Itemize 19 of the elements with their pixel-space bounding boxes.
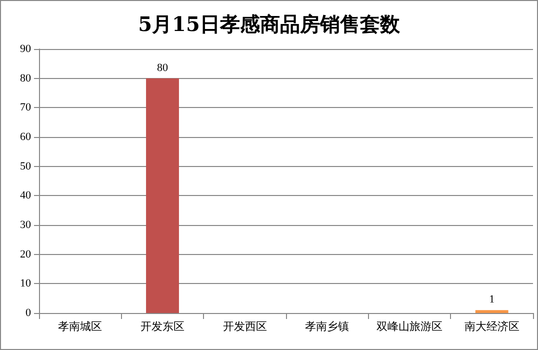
y-tick-label: 70 [20,102,32,114]
data-label: 80 [157,62,168,74]
chart-title: 5月15日孝感商品房销售套数 [138,12,401,36]
x-tick-label: 双峰山旅游区 [376,320,442,333]
y-tick-label: 60 [20,131,32,143]
x-tick-label: 南大经济区 [464,320,520,333]
x-tick-label: 孝南城区 [58,320,102,333]
y-tick-label: 90 [20,43,32,55]
y-tick-label: 0 [26,307,32,319]
y-tick-label: 40 [20,190,32,202]
y-tick-label: 80 [20,72,32,84]
y-tick-label: 50 [20,160,32,172]
y-tick-label: 30 [20,219,32,231]
data-label: 1 [489,294,495,306]
x-tick-label: 开发西区 [222,320,267,333]
x-tick-label: 开发东区 [140,320,184,333]
x-tick-label: 孝南乡镇 [305,320,350,333]
y-tick-label: 20 [20,248,32,260]
y-tick-label: 10 [20,278,32,290]
